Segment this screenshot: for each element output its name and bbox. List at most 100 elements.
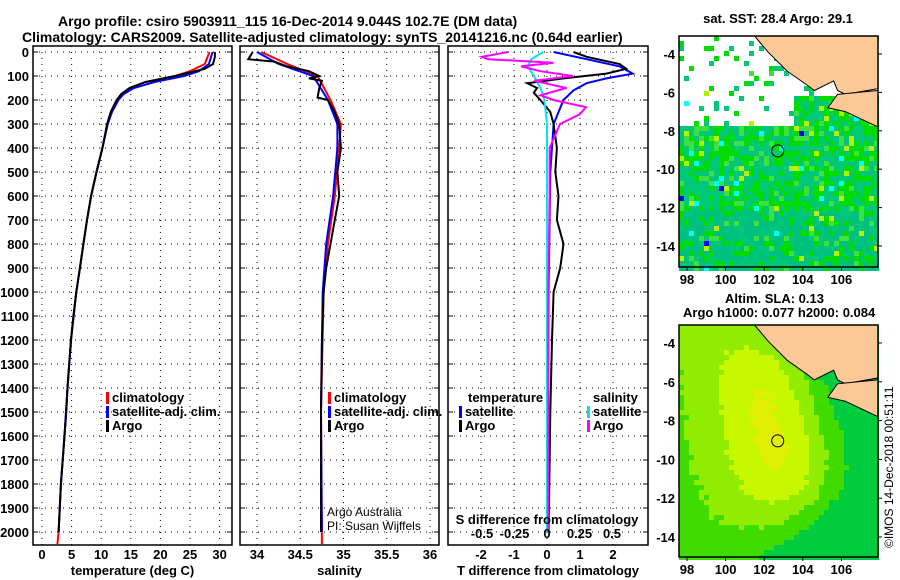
map-cell	[864, 211, 869, 216]
map-cell	[739, 420, 744, 425]
map-cell	[709, 475, 714, 480]
map-cell	[724, 266, 729, 271]
map-cell	[724, 370, 729, 375]
map-cell	[794, 246, 799, 251]
map-cell	[689, 350, 694, 355]
map-cell	[734, 365, 739, 370]
map-cell	[734, 545, 739, 550]
map-cell	[709, 266, 714, 271]
map-cell	[709, 480, 714, 485]
map-cell	[789, 470, 794, 475]
map-cell	[689, 450, 694, 455]
map-cell	[744, 405, 749, 410]
map-cell	[784, 395, 789, 400]
map-cell	[754, 221, 759, 226]
map-cell	[729, 136, 734, 141]
map-cell	[744, 410, 749, 415]
sla-map-title-2: Argo h1000: 0.077 h2000: 0.084	[683, 305, 876, 320]
map-cell	[749, 330, 754, 335]
map-cell	[789, 490, 794, 495]
map-cell	[819, 231, 824, 236]
map-cell	[864, 430, 869, 435]
map-cell	[759, 540, 764, 545]
map-cell	[859, 525, 864, 530]
map-cell	[774, 485, 779, 490]
map-cell	[684, 261, 689, 266]
sst-map: 98 100 102 104 106-4-6-8-10-12-14	[656, 35, 882, 287]
map-cell	[804, 96, 809, 101]
map-cell	[734, 266, 739, 271]
map-cell	[844, 146, 849, 151]
lat-tick-label: -10	[656, 162, 675, 177]
map-cell	[679, 505, 684, 510]
map-cell	[804, 211, 809, 216]
map-cell	[759, 370, 764, 375]
map-cell	[734, 171, 739, 176]
map-cell	[834, 246, 839, 251]
map-cell	[774, 166, 779, 171]
map-cell	[869, 201, 874, 206]
map-cell	[849, 430, 854, 435]
map-cell	[819, 540, 824, 545]
map-cell	[794, 141, 799, 146]
map-cell	[709, 131, 714, 136]
map-cell	[679, 550, 684, 555]
map-cell	[829, 475, 834, 480]
map-cell	[709, 365, 714, 370]
map-cell	[824, 171, 829, 176]
map-cell	[759, 211, 764, 216]
map-cell	[749, 181, 754, 186]
map-cell	[774, 520, 779, 525]
map-cell	[809, 236, 814, 241]
map-cell	[754, 246, 759, 251]
map-cell	[864, 246, 869, 251]
map-cell	[679, 430, 684, 435]
map-cell	[699, 166, 704, 171]
map-cell	[844, 196, 849, 201]
map-cell	[849, 246, 854, 251]
map-cell	[699, 141, 704, 146]
map-cell	[854, 535, 859, 540]
map-cell	[784, 136, 789, 141]
map-cell	[719, 151, 724, 156]
map-cell	[859, 425, 864, 430]
map-cell	[714, 345, 719, 350]
map-cell	[819, 505, 824, 510]
map-cell	[684, 400, 689, 405]
map-cell	[789, 126, 794, 131]
map-cell	[684, 505, 689, 510]
map-cell	[739, 96, 744, 101]
map-cell	[739, 395, 744, 400]
map-cell	[799, 460, 804, 465]
map-cell	[809, 415, 814, 420]
map-cell	[724, 530, 729, 535]
legend-t-satellite-swatch	[459, 406, 462, 418]
legend-item-swatch	[328, 420, 331, 432]
map-cell	[694, 415, 699, 420]
map-cell	[849, 515, 854, 520]
map-cell	[824, 231, 829, 236]
map-cell	[759, 465, 764, 470]
map-cell	[864, 535, 869, 540]
map-cell	[854, 126, 859, 131]
map-cell	[779, 380, 784, 385]
map-cell	[714, 221, 719, 226]
map-cell	[709, 510, 714, 515]
map-cell	[759, 360, 764, 365]
map-cell	[704, 266, 709, 271]
map-cell	[839, 450, 844, 455]
map-cell	[864, 181, 869, 186]
map-cell	[739, 380, 744, 385]
map-cell	[754, 395, 759, 400]
map-cell	[839, 246, 844, 251]
map-cell	[789, 365, 794, 370]
map-cell	[849, 505, 854, 510]
map-cell	[849, 535, 854, 540]
map-cell	[854, 156, 859, 161]
map-cell	[684, 151, 689, 156]
map-cell	[819, 186, 824, 191]
map-cell	[749, 236, 754, 241]
map-cell	[844, 445, 849, 450]
map-cell	[854, 445, 859, 450]
map-cell	[764, 365, 769, 370]
